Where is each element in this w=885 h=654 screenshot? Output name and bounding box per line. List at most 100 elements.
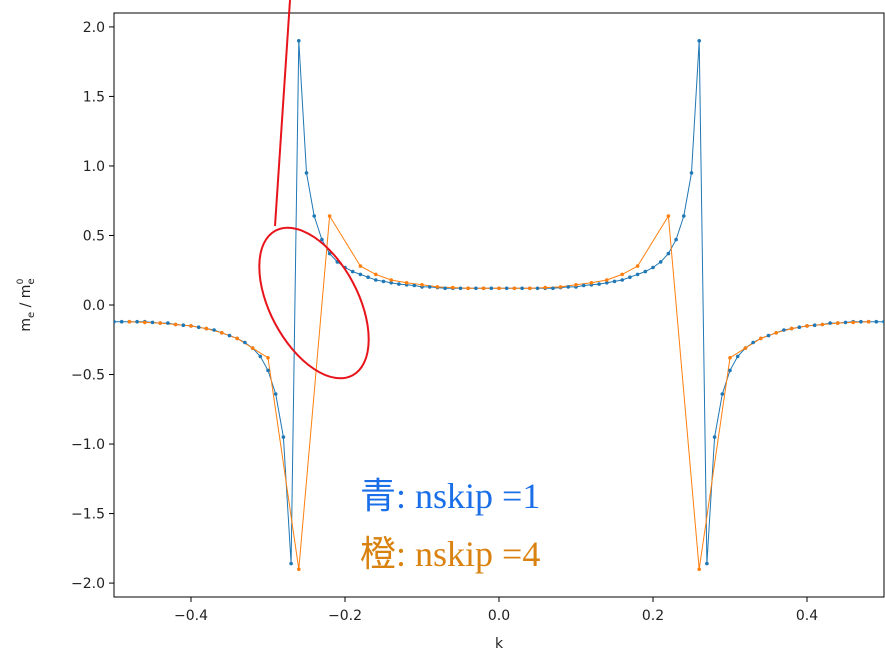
data-point-blue — [350, 269, 355, 274]
data-point-orange — [574, 283, 578, 287]
data-point-orange — [297, 567, 301, 571]
data-point-orange — [759, 336, 763, 341]
data-point-orange — [204, 326, 209, 331]
data-point-blue — [859, 319, 863, 324]
data-point-orange — [805, 324, 809, 328]
data-point-orange — [127, 319, 132, 324]
data-point-blue — [427, 285, 432, 289]
y-tick-label: 0.0 — [83, 298, 105, 314]
y-tick-label: 0.5 — [83, 228, 105, 244]
data-point-blue — [520, 286, 524, 291]
data-point-blue — [728, 368, 732, 373]
data-point-blue — [412, 283, 417, 288]
data-point-orange — [235, 336, 239, 341]
data-point-orange — [389, 278, 394, 282]
y-axis-label-sub: e — [26, 312, 37, 318]
data-point-orange — [866, 319, 871, 324]
data-point-orange — [728, 356, 732, 360]
data-point-orange — [697, 567, 701, 571]
data-point-blue — [289, 561, 293, 566]
data-point-blue — [581, 283, 586, 288]
data-point-blue — [504, 286, 509, 291]
data-point-blue — [196, 325, 201, 330]
data-point-orange — [605, 278, 609, 282]
data-point-blue — [843, 320, 848, 325]
data-point-orange — [743, 346, 748, 350]
x-axis-label: k — [495, 636, 504, 652]
data-point-blue — [674, 237, 678, 242]
y-axis-label-sep: / m — [18, 285, 34, 312]
data-point-orange — [250, 346, 255, 350]
data-point-blue — [366, 275, 370, 280]
data-point-orange — [558, 285, 563, 289]
legend-note-blue-text: : nskip =1 — [396, 476, 540, 516]
data-point-orange — [466, 286, 471, 291]
data-point-blue — [766, 333, 771, 338]
data-point-blue — [682, 214, 686, 218]
legend-note-blue-prefix: 青 — [360, 476, 396, 516]
data-point-orange — [543, 285, 547, 290]
legend-note-orange-prefix: 橙 — [360, 534, 396, 574]
data-point-orange — [820, 322, 825, 327]
legend-note-orange: 橙: nskip =4 — [360, 534, 540, 574]
data-point-blue — [751, 340, 755, 345]
data-point-blue — [782, 328, 786, 332]
data-point-orange — [589, 281, 594, 285]
y-axis-label: me / me0 — [16, 278, 37, 331]
data-point-blue — [358, 272, 363, 277]
x-tick-label: −0.4 — [174, 608, 208, 624]
data-point-orange — [666, 214, 671, 218]
data-point-blue — [882, 319, 884, 324]
data-point-blue — [735, 354, 740, 359]
data-point-blue — [135, 319, 139, 324]
data-point-blue — [643, 269, 648, 274]
data-point-orange — [836, 321, 840, 325]
data-point-blue — [381, 279, 386, 284]
data-point-orange — [789, 326, 794, 331]
data-point-orange — [173, 322, 178, 327]
data-point-orange — [620, 272, 624, 277]
y-axis-label-main: m — [18, 318, 34, 332]
data-point-orange — [220, 331, 224, 335]
series-layer — [114, 39, 884, 571]
x-ticks: −0.4 −0.2 0.0 0.2 0.4 — [174, 597, 818, 624]
data-point-blue — [605, 281, 609, 285]
x-tick-label: 0.2 — [642, 608, 664, 624]
data-point-blue — [119, 319, 124, 324]
data-point-blue — [620, 278, 624, 282]
data-point-blue — [320, 237, 324, 242]
data-point-blue — [628, 275, 632, 280]
y-tick-label: −0.5 — [71, 368, 105, 384]
data-point-blue — [551, 286, 555, 291]
data-point-blue — [535, 286, 540, 291]
data-point-blue — [658, 260, 663, 264]
data-point-blue — [297, 39, 301, 43]
data-point-orange — [358, 264, 363, 268]
data-point-blue — [258, 354, 263, 359]
data-point-orange — [374, 272, 378, 277]
data-point-orange — [635, 264, 640, 268]
data-point-blue — [281, 435, 286, 439]
data-point-blue — [597, 282, 601, 286]
x-tick-label: 0.4 — [796, 608, 818, 624]
y-tick-label: −1.0 — [71, 437, 105, 453]
data-point-orange — [512, 286, 517, 291]
y-tick-label: 1.5 — [83, 89, 105, 105]
legend-note-orange-text: : nskip =4 — [396, 534, 540, 574]
annotation-ellipse — [258, 226, 370, 380]
y-axis-label-sub2: e — [26, 278, 37, 284]
data-point-blue — [312, 214, 317, 218]
data-point-blue — [474, 286, 478, 291]
data-point-orange — [774, 331, 778, 335]
data-point-orange — [266, 356, 270, 360]
data-point-orange — [851, 320, 855, 325]
data-point-blue — [227, 333, 232, 338]
data-point-orange — [404, 281, 409, 285]
data-point-orange — [143, 320, 147, 325]
annotation-pointer-line — [274, 0, 291, 227]
data-point-blue — [397, 282, 401, 286]
data-point-orange — [451, 285, 455, 290]
data-point-blue — [697, 39, 701, 43]
y-tick-label: 2.0 — [83, 20, 105, 36]
